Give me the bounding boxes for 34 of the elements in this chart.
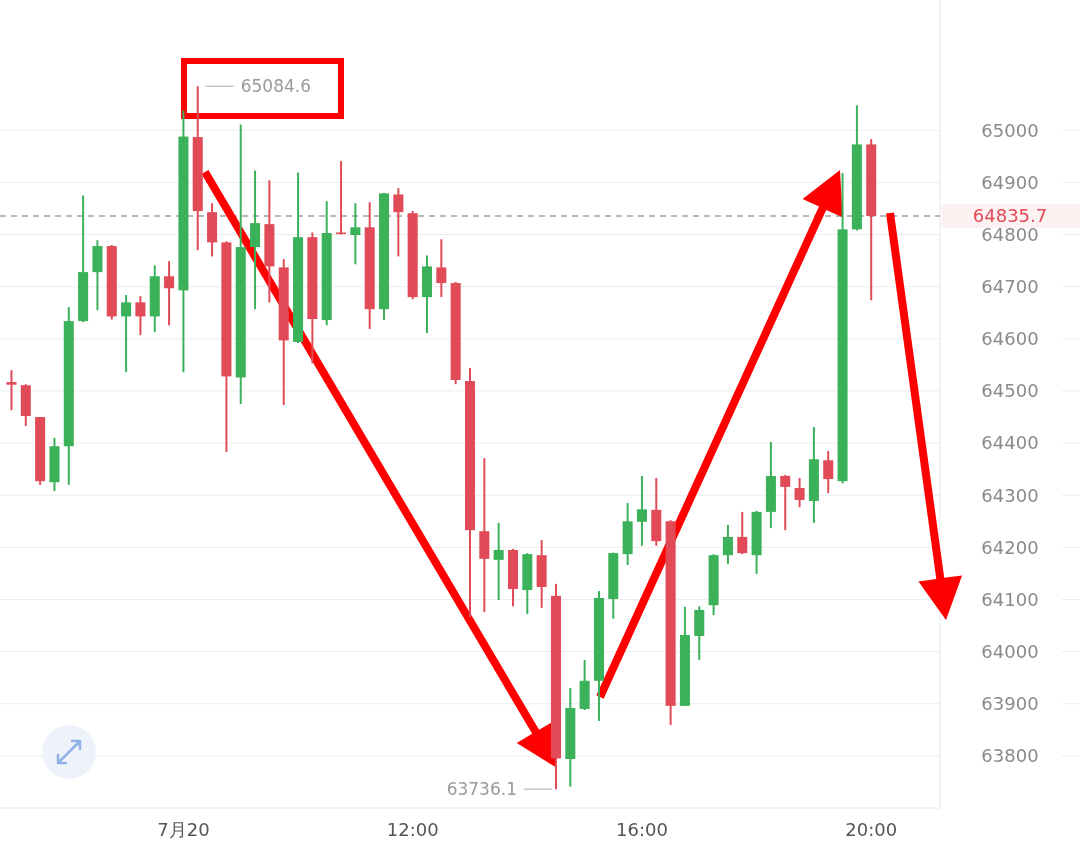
- x-tick-label: 16:00: [616, 819, 668, 841]
- y-tick-label: 64000: [981, 640, 1039, 662]
- candlestick: [250, 169, 261, 311]
- candlestick: [6, 369, 17, 412]
- y-tick-label: 64100: [981, 588, 1039, 610]
- y-tick-label: 64900: [981, 171, 1039, 193]
- candlestick: [350, 202, 361, 266]
- y-tick-label: 64700: [981, 276, 1039, 298]
- x-tick-label: 7月20: [157, 819, 210, 841]
- annotation: 63736.1: [446, 779, 517, 800]
- y-tick-label: 64300: [981, 484, 1039, 506]
- y-tick-label: 65000: [981, 119, 1039, 141]
- candlestick: [436, 238, 447, 299]
- y-tick-label: 64400: [981, 432, 1039, 454]
- y-tick-label: 63800: [981, 745, 1039, 767]
- candlestick: [164, 260, 175, 327]
- x-tick-label: 20:00: [845, 819, 898, 841]
- x-tick-label: 12:00: [386, 819, 439, 841]
- y-tick-label: 64600: [981, 328, 1039, 350]
- candlestick: [737, 510, 748, 556]
- y-tick-label: 64200: [981, 536, 1039, 558]
- candlestick: [636, 474, 647, 547]
- candlestick: [336, 160, 347, 236]
- candlestick: [493, 521, 504, 602]
- candlestick: [722, 523, 733, 566]
- candlestick: [121, 294, 132, 374]
- candlestick: [780, 473, 791, 532]
- y-tick-label: 64500: [981, 380, 1039, 402]
- candlestick: [794, 477, 805, 509]
- candlestick: [823, 449, 834, 495]
- annotation: 65084.6: [240, 76, 312, 97]
- candlestick: [393, 187, 404, 258]
- y-tick-label: 63900: [981, 693, 1039, 715]
- candlestick: [135, 295, 146, 337]
